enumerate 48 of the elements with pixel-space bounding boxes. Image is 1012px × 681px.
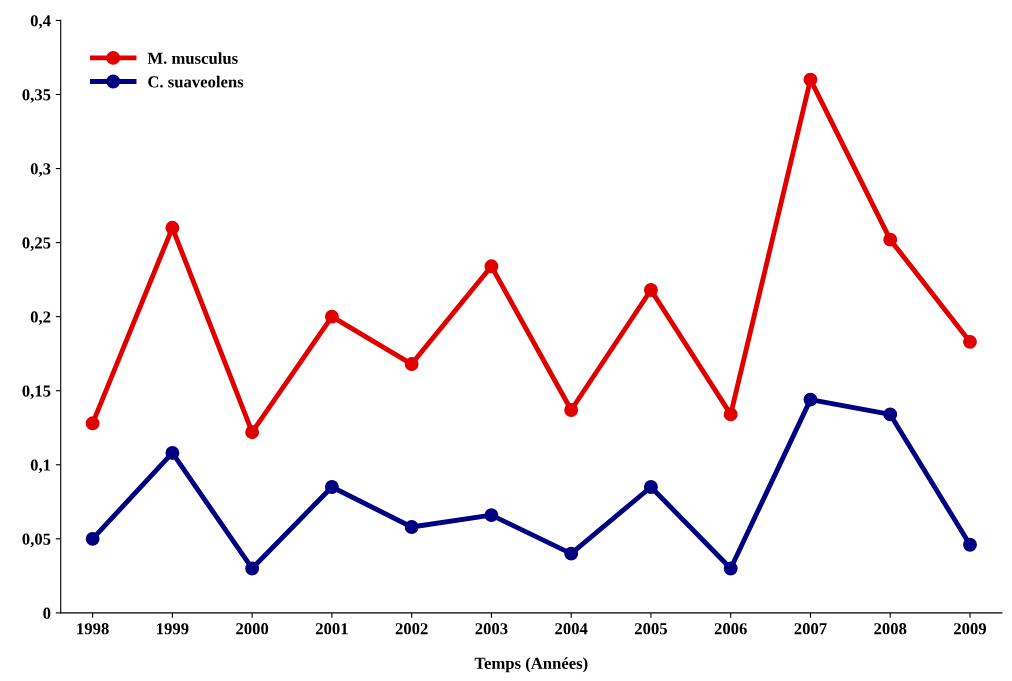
point bbox=[963, 334, 977, 349]
x-tick-label: 2002 bbox=[395, 623, 428, 635]
point bbox=[245, 425, 260, 440]
x-tick-label: 2003 bbox=[475, 623, 508, 635]
point bbox=[484, 508, 499, 523]
x-tick-label: 2001 bbox=[315, 623, 348, 635]
x-tick-label: 2004 bbox=[555, 623, 588, 635]
x-tick-label: 1999 bbox=[157, 623, 189, 635]
y-tick-label: 0,4 bbox=[30, 15, 51, 29]
point bbox=[324, 309, 339, 324]
y-tick-label: 0,05 bbox=[22, 533, 51, 548]
point bbox=[85, 531, 100, 546]
x-tick-label: 2008 bbox=[874, 623, 907, 635]
y-tick-label: 0,25 bbox=[22, 237, 51, 251]
y-tick-label: 0 bbox=[43, 607, 51, 619]
point bbox=[723, 561, 738, 576]
point bbox=[643, 480, 658, 494]
x-tick-label: 2005 bbox=[634, 623, 667, 635]
point bbox=[324, 480, 339, 494]
x-tick-label: 2000 bbox=[236, 623, 269, 635]
point bbox=[883, 232, 898, 247]
legend-label: M. musculus bbox=[147, 52, 238, 64]
point bbox=[404, 520, 419, 534]
point bbox=[564, 403, 579, 417]
y-tick-label: 0,1 bbox=[30, 459, 51, 474]
point bbox=[883, 407, 898, 422]
x-tick-label: 2009 bbox=[954, 623, 987, 635]
point bbox=[165, 220, 180, 235]
y-tick-label: 0,15 bbox=[22, 385, 51, 400]
point bbox=[803, 72, 818, 87]
point bbox=[963, 537, 977, 552]
x-tick-label: 1998 bbox=[77, 623, 109, 635]
point bbox=[484, 259, 499, 274]
point bbox=[723, 407, 738, 422]
point bbox=[803, 392, 818, 407]
x-axis-title: Temps (Années) bbox=[474, 657, 588, 673]
legend-label: C. suaveolens bbox=[148, 75, 244, 88]
point bbox=[404, 357, 419, 372]
y-tick-label: 0,35 bbox=[22, 89, 51, 103]
point bbox=[643, 283, 658, 297]
y-tick-label: 0,2 bbox=[30, 311, 51, 326]
point bbox=[245, 561, 260, 576]
y-tick-label: 0,3 bbox=[30, 163, 51, 177]
point bbox=[85, 416, 100, 431]
x-tick-label: 2006 bbox=[714, 623, 747, 635]
point bbox=[564, 546, 579, 561]
x-tick-label: 2007 bbox=[794, 623, 827, 635]
point bbox=[165, 445, 180, 460]
